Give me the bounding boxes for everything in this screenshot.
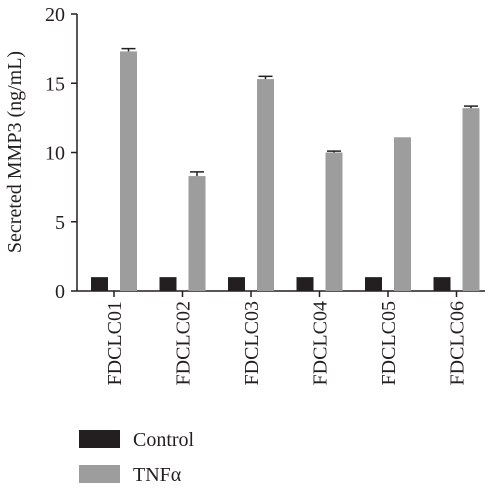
bar-tnfa-fdclc03 — [257, 79, 274, 291]
x-tick-label: FDCLC01 — [104, 301, 126, 385]
x-axis — [77, 290, 485, 297]
bar-control-fdclc03 — [228, 277, 245, 291]
error-bars — [121, 47, 478, 177]
y-tick-label: 0 — [55, 281, 65, 303]
bar-control-fdclc02 — [159, 277, 177, 291]
bar-control-fdclc01 — [91, 277, 108, 291]
bar-tnfa-fdclc02 — [188, 176, 206, 291]
legend-label-control: Control — [133, 429, 195, 451]
legend-label-tnfa: TNFα — [133, 464, 182, 486]
y-axis: 0 5 10 15 20 — [45, 4, 78, 303]
bar-control-fdclc04 — [296, 277, 314, 291]
x-tick-label: FDCLC04 — [310, 301, 332, 385]
category-labels: FDCLC01 FDCLC02 FDCLC03 FDCLC04 FDCLC05 FDCLC… — [104, 301, 469, 385]
x-tick-label: FDCLC06 — [447, 301, 469, 385]
bar-control-fdclc06 — [433, 277, 451, 291]
y-tick-label: 20 — [45, 4, 65, 26]
bars — [91, 51, 480, 292]
y-axis-title: Secreted MMP3 (ng/mL) — [4, 51, 26, 253]
x-tick-label: FDCLC03 — [241, 301, 263, 385]
bar-control-fdclc05 — [365, 277, 382, 291]
x-tick-label: FDCLC02 — [173, 301, 195, 385]
legend: Control TNFα — [79, 429, 195, 486]
y-tick-label: 10 — [45, 143, 65, 165]
bar-tnfa-fdclc01 — [120, 51, 137, 291]
y-tick-label: 15 — [45, 73, 65, 95]
x-tick-label: FDCLC05 — [378, 301, 400, 385]
y-tick-label: 5 — [55, 212, 65, 234]
bar-tnfa-fdclc04 — [325, 152, 343, 291]
bar-tnfa-fdclc05 — [394, 137, 411, 291]
legend-swatch-control — [79, 430, 120, 448]
legend-swatch-tnfa — [79, 465, 120, 483]
bar-tnfa-fdclc06 — [462, 108, 480, 292]
